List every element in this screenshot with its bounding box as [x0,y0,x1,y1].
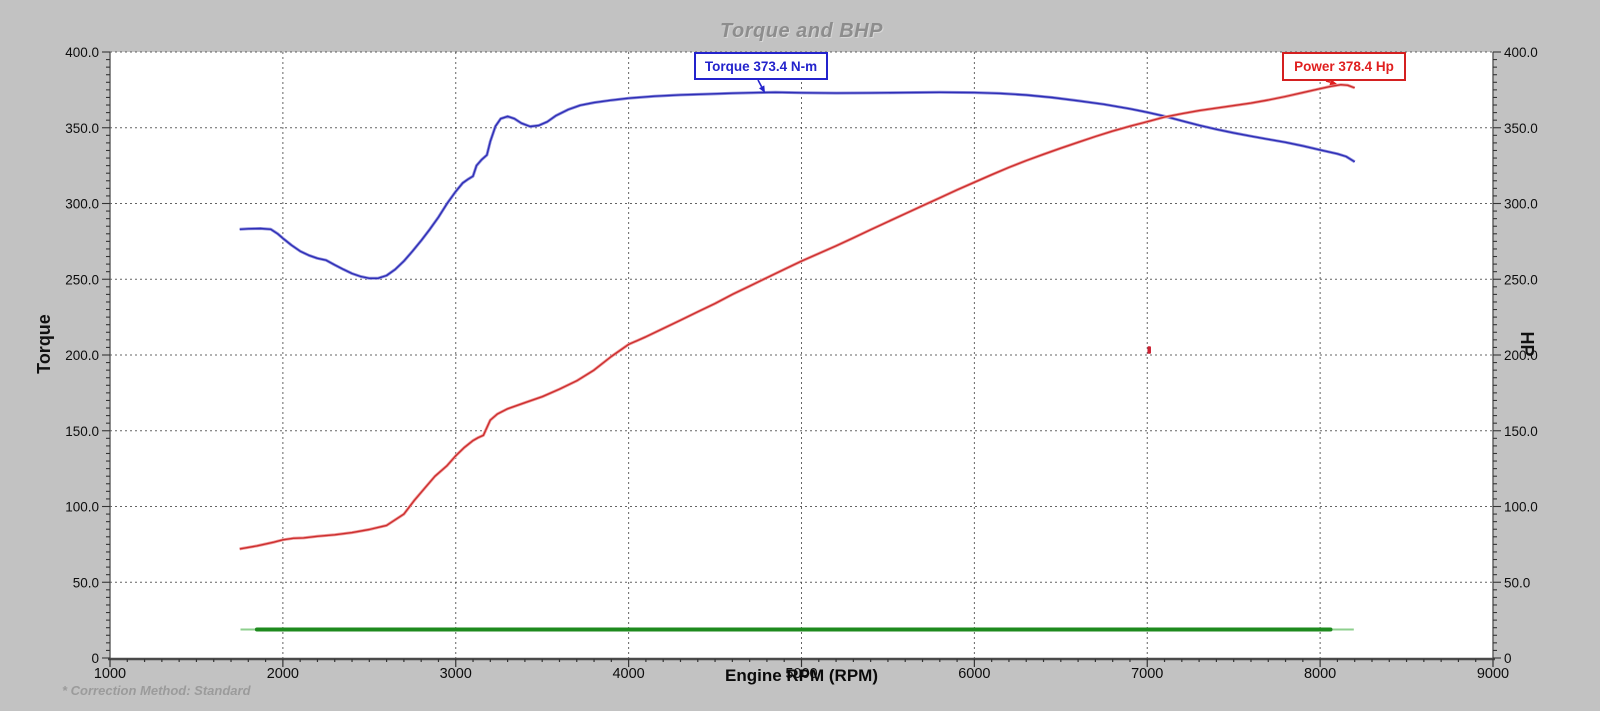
y-left-tick-label: 50.0 [73,575,99,590]
y-right-tick-label: 100.0 [1504,500,1538,515]
correction-method-note: * Correction Method: Standard [62,683,251,698]
y-right-tick-label: 200.0 [1504,348,1538,363]
y-left-tick-label: 100.0 [65,500,99,515]
y-right-tick-label: 150.0 [1504,424,1538,439]
power-peak-annotation[interactable]: Power 378.4 Hp [1282,52,1406,81]
y-right-tick-label: 400.0 [1504,45,1538,60]
y-left-tick-label: 200.0 [65,348,99,363]
y-left-tick-label: 150.0 [65,424,99,439]
right-axis-title: HP [1517,331,1537,357]
x-tick-label: 7000 [1131,666,1163,682]
torque-peak-annotation[interactable]: Torque 373.4 N-m [694,52,828,80]
x-tick-label: 9000 [1477,666,1509,682]
x-tick-label: 8000 [1304,666,1336,682]
y-right-tick-label: 0 [1504,651,1512,666]
x-tick-label: 4000 [612,666,644,682]
y-left-tick-label: 300.0 [65,197,99,212]
torque-curve [239,91,1356,279]
x-tick-label: 5000 [785,666,817,682]
chart-title: Torque and BHP [720,20,883,42]
y-right-tick-label: 350.0 [1504,121,1538,136]
left-axis-title: Torque [34,314,54,374]
torque-annotation-arrow-head [759,85,765,93]
y-left-tick-label: 350.0 [65,121,99,136]
y-left-tick-label: 400.0 [65,45,99,60]
power-curve [239,83,1355,550]
y-right-tick-label: 250.0 [1504,272,1538,287]
x-tick-label: 6000 [958,666,990,682]
x-tick-label: 3000 [440,666,472,682]
y-right-tick-label: 300.0 [1504,197,1538,212]
y-left-tick-label: 250.0 [65,272,99,287]
stray-data-point [1147,346,1151,354]
x-tick-label: 2000 [267,666,299,682]
x-axis-title: Engine RPM (RPM) [725,666,878,685]
x-tick-label: 1000 [94,666,126,682]
torque-annotation-arrow [757,79,763,88]
y-left-tick-label: 0 [91,651,99,666]
y-right-tick-label: 50.0 [1504,575,1530,590]
power-annotation-arrow [1325,80,1331,83]
